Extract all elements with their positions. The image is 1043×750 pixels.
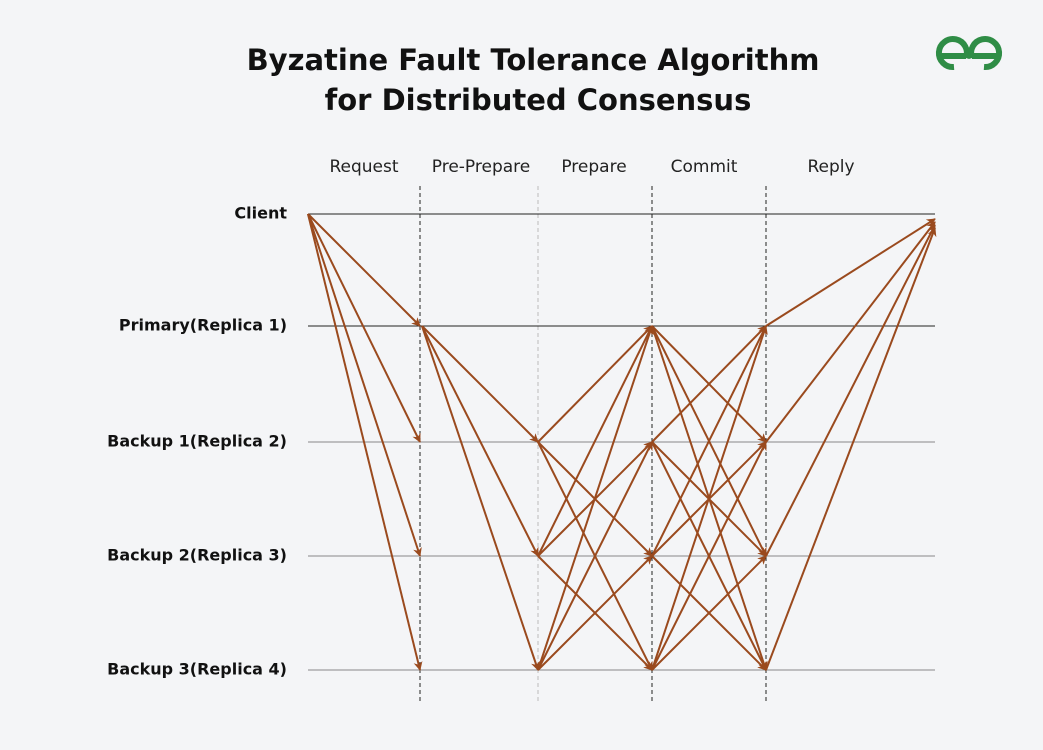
- phase-label: Commit: [671, 157, 738, 177]
- node-label: Backup 3(Replica 4): [107, 660, 287, 679]
- message-arrow: [421, 325, 539, 443]
- message-arrow: [537, 441, 653, 671]
- message-arrow: [537, 325, 653, 443]
- title-line: for Distributed Consensus: [325, 83, 752, 117]
- message-arrow: [307, 213, 423, 671]
- message-arrow: [765, 221, 936, 443]
- message-arrow: [537, 325, 654, 671]
- title-line: Byzatine Fault Tolerance Algorithm: [247, 43, 820, 77]
- node-label: Primary(Replica 1): [119, 316, 287, 335]
- node-label: Backup 2(Replica 3): [107, 546, 287, 565]
- message-arrow: [765, 224, 936, 557]
- phase-label: Prepare: [561, 157, 626, 177]
- phase-label: Reply: [807, 157, 854, 177]
- message-arrow: [651, 325, 767, 443]
- message-arrow: [421, 325, 539, 557]
- phase-label: Pre-Prepare: [432, 157, 530, 177]
- logo: [935, 36, 1003, 71]
- message-arrow: [537, 555, 653, 671]
- message-arrow: [651, 555, 767, 671]
- phase-label: Request: [329, 157, 398, 177]
- message-arrow: [651, 441, 767, 671]
- message-arrow: [537, 325, 653, 557]
- message-arrow: [765, 227, 937, 671]
- message-arrow: [307, 213, 422, 557]
- message-arrow: [651, 325, 767, 557]
- lines: [308, 186, 935, 703]
- message-arrow: [307, 213, 421, 443]
- message-arrow: [651, 325, 768, 671]
- message-arrow: [765, 218, 936, 327]
- message-arrow: [421, 325, 540, 671]
- node-label: Client: [234, 204, 287, 223]
- node-label: Backup 1(Replica 2): [107, 432, 287, 451]
- message-arrow: [307, 213, 421, 327]
- arrows: [307, 213, 937, 671]
- labels: Request Pre-Prepare Prepare Commit Reply Clie…: [107, 157, 854, 679]
